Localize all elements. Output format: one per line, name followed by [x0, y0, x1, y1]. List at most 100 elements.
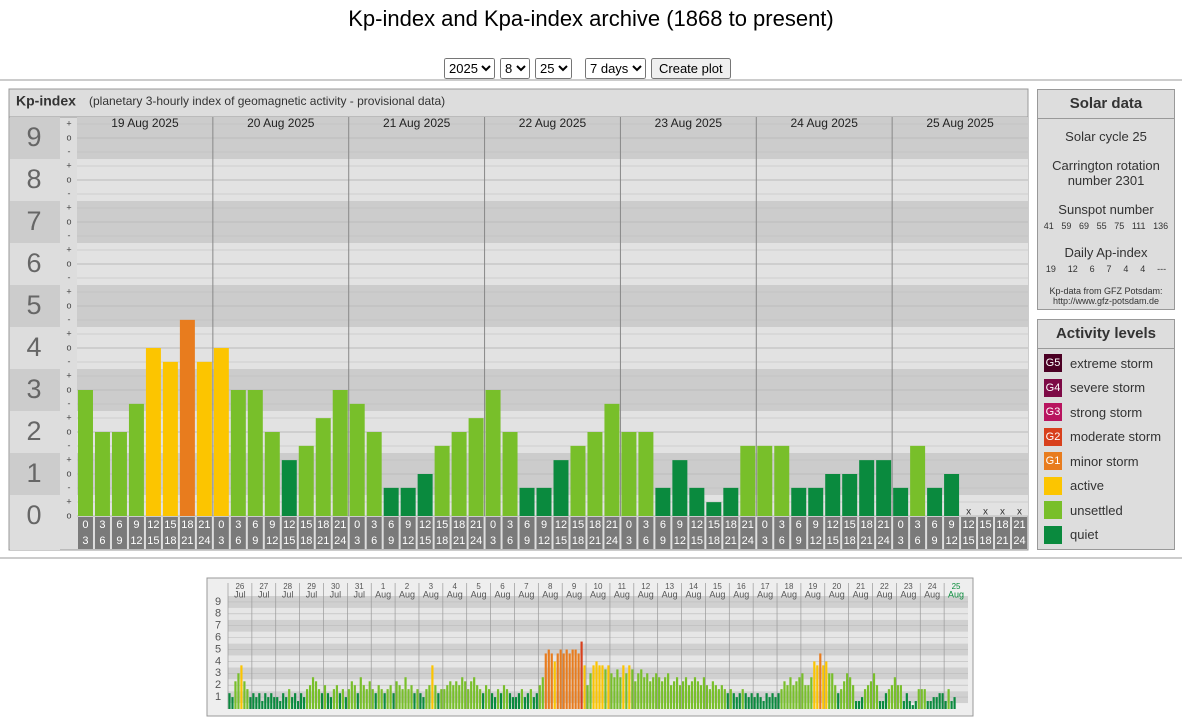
level-code: G1 — [1045, 455, 1061, 468]
level-swatch: G4 — [1044, 378, 1062, 397]
hour-start: 12 — [827, 519, 839, 531]
hour-box — [570, 517, 586, 549]
y-tick-label: 9 — [26, 122, 41, 152]
bar — [485, 685, 488, 709]
hour-box — [332, 517, 348, 549]
day-number: 13 — [665, 582, 674, 591]
hour-start: 21 — [1013, 519, 1025, 531]
bar — [655, 673, 658, 709]
bar — [356, 693, 359, 709]
hour-start: 18 — [317, 519, 329, 531]
bar — [717, 689, 720, 709]
sublabel: - — [68, 356, 71, 366]
hour-box — [876, 517, 892, 549]
bar — [687, 685, 691, 709]
bar — [768, 697, 771, 709]
hour-box — [978, 517, 994, 549]
create-plot-button[interactable]: Create plot — [651, 58, 731, 79]
range-select[interactable]: 7 days — [585, 58, 646, 79]
bar — [834, 685, 837, 709]
bar — [553, 460, 569, 516]
month-label: Aug — [399, 589, 415, 599]
hour-box — [434, 517, 450, 549]
month-label: Aug — [375, 589, 391, 599]
bar — [927, 487, 943, 516]
hour-start: 6 — [388, 519, 394, 531]
bar — [610, 673, 613, 709]
bar — [819, 653, 822, 709]
hour-start: 15 — [708, 519, 720, 531]
bar — [828, 673, 831, 709]
missing-mark: x — [1000, 507, 1005, 518]
bar — [317, 689, 321, 709]
day-number: 22 — [880, 582, 889, 591]
hour-box — [111, 517, 127, 549]
solar-title: Solar data — [1038, 90, 1174, 119]
bar — [586, 685, 589, 709]
bar — [947, 689, 950, 709]
bar — [464, 681, 467, 709]
bar — [670, 685, 673, 709]
hour-start: 15 — [164, 519, 176, 531]
hour-box — [944, 517, 960, 549]
bar — [929, 701, 932, 709]
bar — [747, 697, 750, 709]
carrington: Carrington rotation number 2301 — [1052, 158, 1160, 188]
bar — [398, 685, 401, 709]
bar — [417, 474, 433, 516]
year-select[interactable]: 2025 — [444, 58, 495, 79]
sunspot-value: 69 — [1079, 221, 1090, 231]
bar — [270, 693, 273, 709]
bar — [440, 689, 443, 709]
bar — [876, 460, 892, 516]
bar — [598, 665, 601, 709]
hour-box — [774, 517, 790, 549]
hour-box — [468, 517, 484, 549]
sunspot-value: 136 — [1153, 221, 1169, 231]
month-label: Aug — [709, 589, 725, 599]
bar — [923, 689, 926, 709]
bar — [881, 701, 885, 709]
bar — [294, 693, 297, 709]
bar — [675, 677, 679, 709]
bar — [389, 685, 392, 709]
axis-band — [10, 453, 60, 495]
bar — [780, 689, 783, 709]
bar — [228, 693, 231, 709]
day-number: 27 — [259, 582, 268, 591]
level-entry: active — [1038, 474, 1174, 499]
hour-end: 21 — [453, 535, 465, 547]
hour-box — [264, 517, 280, 549]
hour-box — [808, 517, 824, 549]
month-select[interactable]: 8 — [500, 58, 530, 79]
bar — [587, 432, 603, 516]
hour-end: 12 — [810, 535, 822, 547]
bar — [804, 685, 807, 709]
hour-end: 12 — [130, 535, 142, 547]
month-label: Aug — [518, 589, 534, 599]
level-name: extreme storm — [1070, 355, 1154, 371]
bar — [720, 685, 723, 709]
level-swatch: G5 — [1044, 354, 1062, 373]
day-number: 3 — [429, 582, 434, 591]
bar — [247, 390, 263, 516]
bar — [944, 474, 960, 516]
bar — [661, 681, 664, 709]
day-number: 21 — [856, 582, 865, 591]
band — [77, 495, 1028, 516]
day-select[interactable]: 25 — [535, 58, 572, 79]
bar — [699, 685, 703, 709]
bar — [625, 673, 628, 709]
bar — [634, 681, 637, 709]
day-number: 8 — [548, 582, 553, 591]
month-label: Aug — [447, 589, 463, 599]
hour-end: 9 — [252, 535, 258, 547]
hour-start: 3 — [99, 519, 105, 531]
level-swatch: G1 — [1044, 452, 1062, 471]
bar — [570, 445, 586, 516]
level-code: G2 — [1045, 430, 1061, 443]
month-label: Aug — [471, 589, 487, 599]
sublabel: o — [66, 132, 71, 142]
y-tick-label: 2 — [26, 416, 41, 446]
